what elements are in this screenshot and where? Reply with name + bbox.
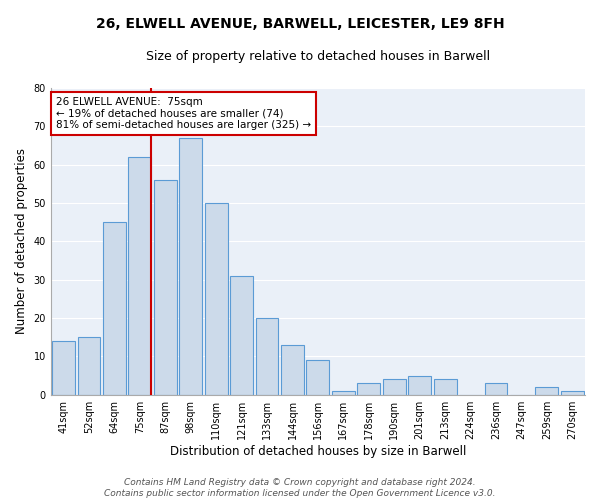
Bar bbox=[307, 360, 329, 394]
Bar bbox=[358, 383, 380, 394]
Bar bbox=[256, 318, 278, 394]
Bar bbox=[332, 391, 355, 394]
Bar bbox=[128, 157, 151, 394]
Title: Size of property relative to detached houses in Barwell: Size of property relative to detached ho… bbox=[146, 50, 490, 63]
Text: Contains HM Land Registry data © Crown copyright and database right 2024.
Contai: Contains HM Land Registry data © Crown c… bbox=[104, 478, 496, 498]
Bar bbox=[179, 138, 202, 394]
Bar bbox=[103, 222, 126, 394]
Bar bbox=[434, 380, 457, 394]
Bar bbox=[408, 376, 431, 394]
Bar bbox=[77, 337, 100, 394]
Bar bbox=[281, 345, 304, 395]
Bar bbox=[535, 387, 558, 394]
Text: 26 ELWELL AVENUE:  75sqm
← 19% of detached houses are smaller (74)
81% of semi-d: 26 ELWELL AVENUE: 75sqm ← 19% of detache… bbox=[56, 97, 311, 130]
Bar bbox=[383, 380, 406, 394]
Bar bbox=[52, 341, 75, 394]
Bar bbox=[561, 391, 584, 394]
X-axis label: Distribution of detached houses by size in Barwell: Distribution of detached houses by size … bbox=[170, 444, 466, 458]
Bar bbox=[154, 180, 177, 394]
Y-axis label: Number of detached properties: Number of detached properties bbox=[15, 148, 28, 334]
Bar bbox=[205, 203, 227, 394]
Bar bbox=[230, 276, 253, 394]
Text: 26, ELWELL AVENUE, BARWELL, LEICESTER, LE9 8FH: 26, ELWELL AVENUE, BARWELL, LEICESTER, L… bbox=[95, 18, 505, 32]
Bar bbox=[485, 383, 508, 394]
